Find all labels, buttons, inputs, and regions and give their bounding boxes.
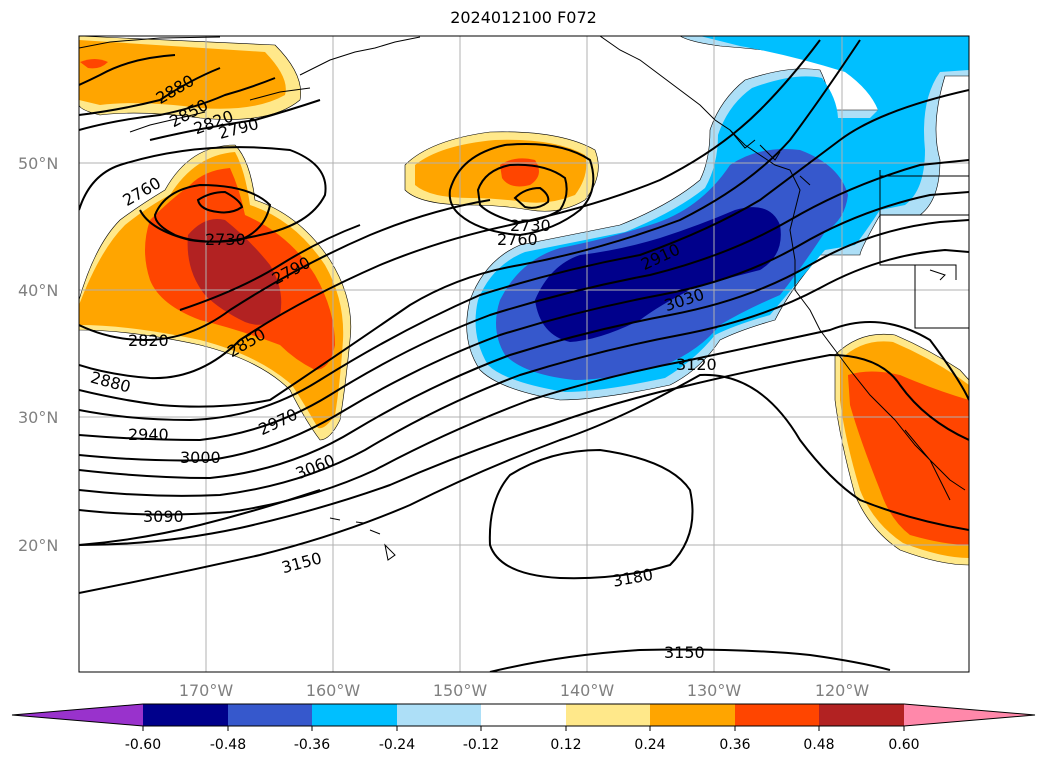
colorbar-tick-label-6: 0.12 [550, 737, 581, 753]
contour-label-3150-s: 3150 [664, 643, 705, 662]
lat-label-40n: 40°N [18, 281, 58, 300]
lat-label-50n: 50°N [18, 154, 58, 173]
contour-3120 [79, 373, 969, 594]
lon-label-160w: 160°W [306, 681, 361, 700]
contour-2730-west-inner [196, 190, 244, 214]
contour-label-3090-w: 3090 [143, 507, 184, 526]
lon-label-140w: 140°W [560, 681, 615, 700]
colorbar-segment-4 [397, 704, 481, 726]
longitude-labels: 170°W 160°W 150°W 140°W 130°W 120°W [179, 681, 870, 700]
lat-label-20n: 20°N [18, 536, 58, 555]
contour-2730-central [476, 163, 568, 224]
contour-2790 [149, 99, 361, 311]
colorbar-segment-8 [735, 704, 819, 726]
contour-3030 [79, 248, 969, 497]
contour-label-3120-e: 3120 [676, 355, 717, 374]
map-title: 2024012100 F072 [450, 8, 597, 27]
colorbar-tick-label-9: 0.48 [803, 737, 834, 753]
graticule [79, 36, 969, 672]
lon-label-150w: 150°W [433, 681, 488, 700]
colorbar: -0.60 -0.48 -0.36 -0.24 -0.12 0.12 0.24 … [11, 703, 1036, 753]
contour-label-2730-w: 2730 [205, 230, 246, 249]
colorbar-extend-left [12, 704, 143, 726]
colorbar-tick-label-1: -0.60 [125, 737, 161, 753]
colorbar-segment-1 [143, 704, 228, 726]
contour-2850 [79, 39, 821, 380]
contour-3180 [488, 448, 694, 580]
map-area: 2880 2850 2820 2790 2760 2730 2790 2850 … [79, 36, 969, 672]
coastline-canadian-islands [729, 129, 946, 281]
contour-3150-south [489, 648, 891, 672]
colorbar-extend-right [904, 704, 1035, 726]
colorbar-segment-6 [566, 704, 650, 726]
anomaly-region-nw-core [80, 59, 108, 69]
colorbar-tick-label-5: -0.12 [463, 737, 499, 753]
contour-2820 [79, 77, 491, 342]
colorbar-tick-label-10: 0.60 [888, 737, 919, 753]
lon-label-130w: 130°W [687, 681, 742, 700]
colorbar-ticks [142, 726, 905, 731]
contour-2970 [79, 191, 969, 462]
contour-3060 [79, 321, 969, 516]
lat-label-30n: 30°N [18, 408, 58, 427]
contour-label-3000-w: 3000 [180, 448, 221, 467]
contour-2940 [79, 159, 969, 442]
colorbar-segment-7 [650, 704, 735, 726]
coastline-north-america [599, 36, 969, 501]
contour-2760-central [448, 143, 595, 237]
lon-label-120w: 120°W [815, 681, 870, 700]
contour-2880 [79, 39, 861, 408]
colorbar-segment-9 [819, 704, 904, 726]
anomaly-region-se-3 [848, 371, 969, 545]
coastline-hawaii [329, 517, 396, 561]
anomaly-region-central-2 [415, 139, 587, 203]
colorbar-tick-label-4: -0.24 [379, 737, 415, 753]
map-frame [78, 35, 970, 673]
coastline-alaska [79, 36, 421, 133]
contour-2730-central-inner [513, 186, 550, 209]
height-contours [79, 39, 969, 672]
colorbar-tick-label-7: 0.24 [634, 737, 665, 753]
contour-label-2820-w: 2820 [128, 331, 169, 350]
contour-3090 [79, 353, 969, 546]
colorbar-tick-label-2: -0.48 [210, 737, 246, 753]
lon-label-170w: 170°W [179, 681, 234, 700]
contour-label-2730-c: 2730 [510, 216, 551, 235]
colorbar-segment-2 [228, 704, 312, 726]
latitude-labels: 50°N 40°N 30°N 20°N [18, 154, 58, 555]
colorbar-tick-label-3: -0.36 [294, 737, 330, 753]
contour-3150-west [79, 489, 321, 546]
contour-3000 [79, 219, 969, 480]
contour-label-2940-w: 2940 [128, 425, 169, 444]
contour-2730-west [153, 183, 272, 243]
colorbar-segment-5 [481, 704, 566, 726]
coastlines [79, 36, 969, 561]
colorbar-tick-label-8: 0.36 [719, 737, 750, 753]
contour-2910 [79, 89, 969, 422]
colorbar-segment-3 [312, 704, 397, 726]
contour-label-2760-c: 2760 [497, 230, 538, 249]
